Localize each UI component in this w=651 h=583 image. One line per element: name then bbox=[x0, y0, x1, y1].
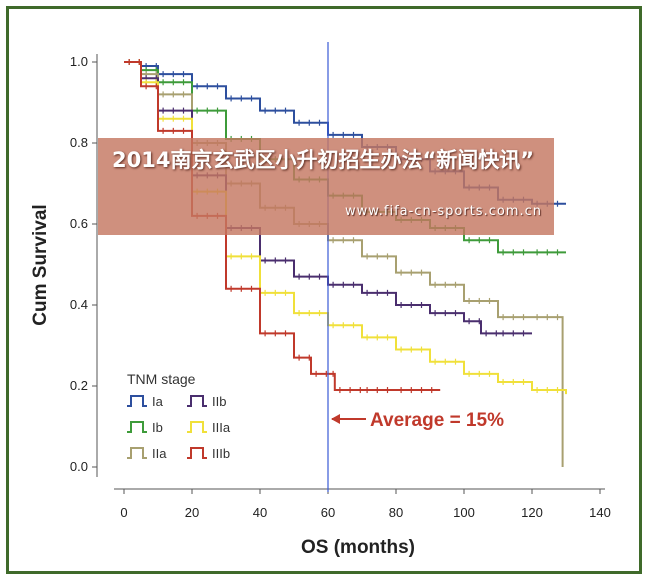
y-tick-label: 0.8 bbox=[70, 135, 88, 150]
legend-swatch-iiia bbox=[187, 421, 207, 433]
annotation-arrowhead bbox=[331, 414, 340, 424]
x-tick-label: 100 bbox=[453, 505, 475, 520]
x-tick-label: 140 bbox=[589, 505, 611, 520]
legend-swatch-iia bbox=[127, 447, 147, 459]
legend: TNM stage Ia IIb Ib IIIa IIa IIIb bbox=[127, 371, 231, 461]
legend-label-iiib: IIIb bbox=[212, 446, 230, 461]
series-line-iiib bbox=[124, 61, 441, 392]
banner-url: www.fifa-cn-sports.com.cn bbox=[345, 204, 542, 219]
legend-label-iiia: IIIa bbox=[212, 420, 231, 435]
legend-swatch-ia bbox=[127, 395, 147, 407]
y-axis-label: Cum Survival bbox=[30, 204, 51, 325]
y-tick-label: 0.0 bbox=[70, 459, 88, 474]
legend-swatch-ib bbox=[127, 421, 147, 433]
legend-swatch-iib bbox=[187, 395, 207, 407]
legend-label-ib: Ib bbox=[152, 420, 163, 435]
legend-label-iib: IIb bbox=[212, 394, 226, 409]
annotation: Average = 15% bbox=[331, 410, 504, 431]
watermark-banner: 2014南京玄武区小升初招生办法“新闻快讯” www.fifa-cn-sport… bbox=[98, 138, 554, 235]
y-tick-label: 0.6 bbox=[70, 216, 88, 231]
x-tick-label: 80 bbox=[389, 505, 403, 520]
x-tick-label: 20 bbox=[185, 505, 199, 520]
x-tick-label: 60 bbox=[321, 505, 335, 520]
y-tick-label: 0.2 bbox=[70, 378, 88, 393]
annotation-text: Average = 15% bbox=[370, 410, 504, 431]
y-tick-label: 1.0 bbox=[70, 54, 88, 69]
figure-frame bbox=[6, 6, 642, 574]
x-tick-label: 40 bbox=[253, 505, 267, 520]
x-tick-label: 120 bbox=[521, 505, 543, 520]
legend-title: TNM stage bbox=[127, 371, 196, 387]
legend-label-iia: IIa bbox=[152, 446, 167, 461]
legend-swatch-iiib bbox=[187, 447, 207, 459]
x-axis-label: OS (months) bbox=[301, 537, 415, 558]
y-tick-label: 0.4 bbox=[70, 297, 88, 312]
legend-label-ia: Ia bbox=[152, 394, 164, 409]
banner-title: 2014南京玄武区小升初招生办法“新闻快讯” bbox=[112, 148, 535, 172]
x-tick-label: 0 bbox=[120, 505, 127, 520]
axes-layer: 0.0 0.2 0.4 0.6 0.8 1.0 0 20 40 60 80 100 120 140 bbox=[70, 54, 611, 520]
